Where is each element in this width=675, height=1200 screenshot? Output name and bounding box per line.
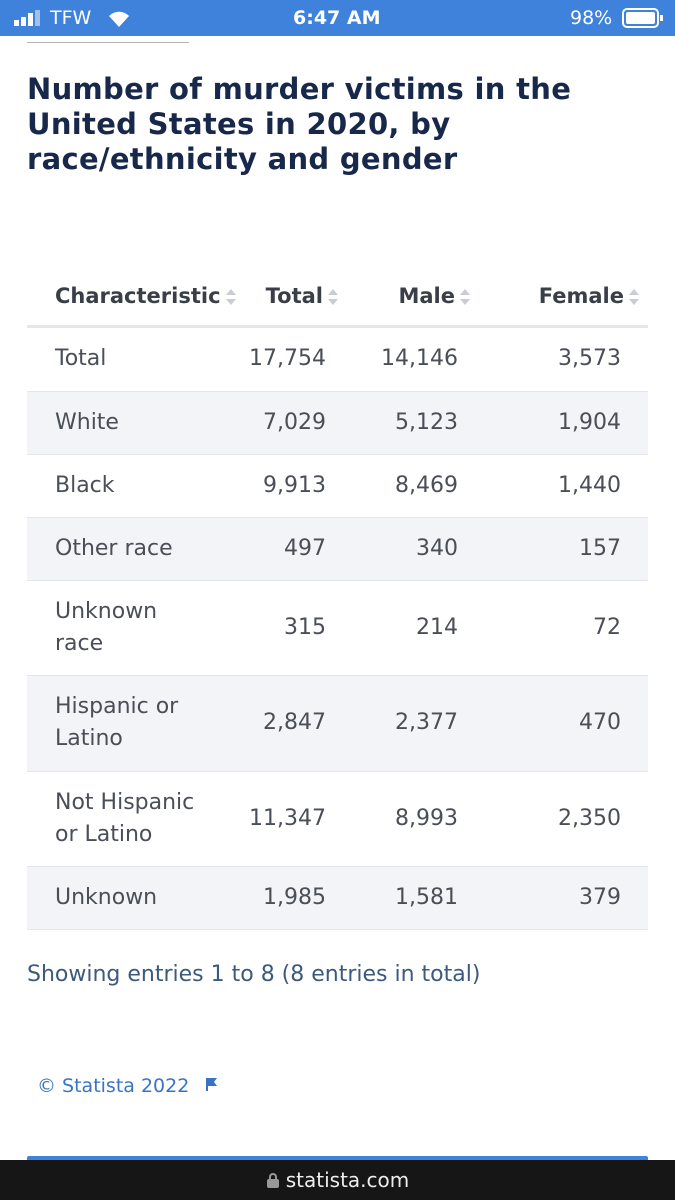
column-header[interactable]: Female: [481, 268, 648, 328]
sort-icon[interactable]: [225, 288, 237, 306]
table-row: White 7,029 5,123 1,904: [27, 391, 648, 455]
cell-value: 157: [481, 517, 648, 581]
cell-value: 470: [481, 675, 648, 772]
row-label: Not Hispanic or Latino: [27, 771, 247, 867]
table-row: Other race 497 340 157: [27, 517, 648, 581]
cell-value: 340: [349, 517, 481, 581]
cell-value: 379: [481, 866, 648, 930]
table-row: Not Hispanic or Latino 11,347 8,993 2,350: [27, 771, 648, 867]
table-row: Total 17,754 14,146 3,573: [27, 326, 648, 392]
status-bar: TFW 6:47 AM 98%: [0, 0, 675, 36]
cell-value: 14,146: [349, 326, 481, 392]
cell-value: 3,573: [481, 326, 648, 392]
table-row: Unknown 1,985 1,581 379: [27, 866, 648, 930]
cell-value: 497: [247, 517, 349, 581]
copyright[interactable]: © Statista 2022: [37, 1075, 219, 1097]
sort-icon[interactable]: [628, 288, 640, 306]
carrier: TFW: [50, 7, 92, 29]
row-label: Other race: [27, 517, 247, 581]
battery-level: 98%: [570, 7, 613, 29]
column-header[interactable]: Total: [247, 268, 349, 328]
sort-icon[interactable]: [327, 288, 339, 306]
column-header[interactable]: Male: [349, 268, 481, 328]
cell-value: 1,904: [481, 391, 648, 455]
cell-value: 8,469: [349, 454, 481, 518]
table-row: Black 9,913 8,469 1,440: [27, 454, 648, 518]
row-label: Total: [27, 326, 247, 392]
cell-value: 2,377: [349, 675, 481, 772]
cell-value: 7,029: [247, 391, 349, 455]
cell-value: 1,985: [247, 866, 349, 930]
url[interactable]: statista.com: [285, 1168, 410, 1192]
row-label: Hispanic or Latino: [27, 675, 247, 772]
data-table: Characteristic Total Male Female Total 17,75…: [27, 268, 648, 930]
sort-icon[interactable]: [459, 288, 471, 306]
entries-info: Showing entries 1 to 8 (8 entries in tot…: [27, 962, 481, 987]
divider: [27, 42, 189, 43]
column-header[interactable]: Characteristic: [27, 268, 247, 328]
row-label: Black: [27, 454, 247, 518]
cell-value: 1,440: [481, 454, 648, 518]
url-bar[interactable]: statista.com: [0, 1160, 675, 1200]
table-row: Hispanic or Latino 2,847 2,377 470: [27, 675, 648, 772]
column-header-text[interactable]: Male: [398, 284, 455, 309]
signal-icon: [14, 10, 40, 26]
cell-value: 8,993: [349, 771, 481, 867]
clock: 6:47 AM: [293, 7, 381, 29]
table-row: Unknown race 315 214 72: [27, 580, 648, 676]
cell-value: 5,123: [349, 391, 481, 455]
cell-value: 11,347: [247, 771, 349, 867]
wifi-icon: [109, 11, 129, 27]
cell-value: 2,847: [247, 675, 349, 772]
column-header-text[interactable]: Total: [265, 284, 323, 309]
cell-value: 315: [247, 580, 349, 676]
cell-value: 9,913: [247, 454, 349, 518]
column-header-text[interactable]: Characteristic: [55, 284, 221, 309]
cell-value: 214: [349, 580, 481, 676]
row-label: Unknown race: [27, 580, 247, 676]
flag-icon[interactable]: [205, 1076, 219, 1092]
row-label: White: [27, 391, 247, 455]
lock-icon: [266, 1173, 279, 1188]
column-header-text[interactable]: Female: [538, 284, 624, 309]
cell-value: 1,581: [349, 866, 481, 930]
copyright-text[interactable]: © Statista 2022: [37, 1075, 190, 1097]
accent-bar: [27, 1156, 648, 1160]
battery-icon: [622, 8, 663, 28]
row-label: Unknown: [27, 866, 247, 930]
cell-value: 17,754: [247, 326, 349, 392]
chart-title: Number of murder victims in the United S…: [27, 72, 572, 176]
cell-value: 2,350: [481, 771, 648, 867]
cell-value: 72: [481, 580, 648, 676]
